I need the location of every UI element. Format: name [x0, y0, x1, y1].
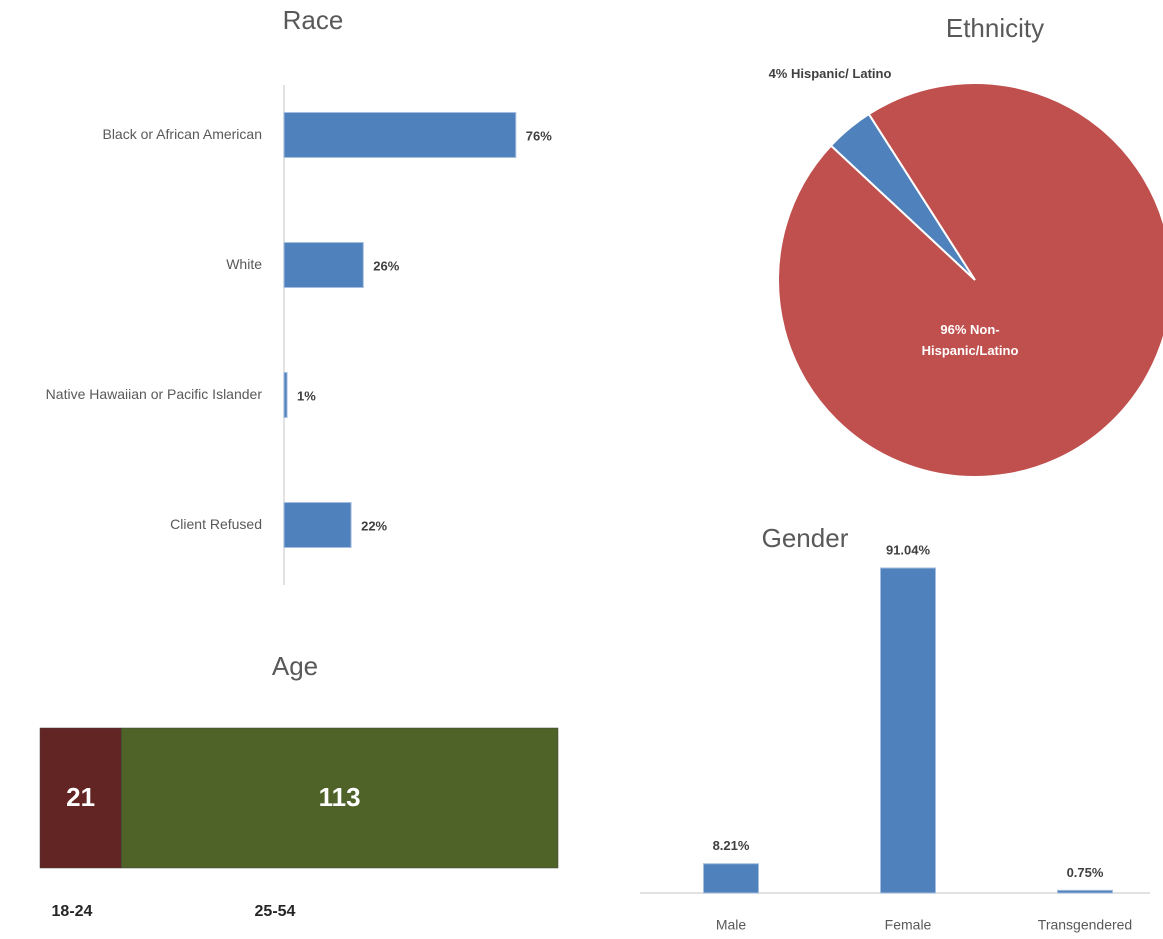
value-label: 8.21%: [713, 838, 750, 853]
chart-title: Race: [283, 5, 344, 35]
category-label: White: [226, 256, 262, 273]
x-tick-label: Male: [716, 917, 747, 933]
bar: [283, 112, 517, 158]
bar: [283, 372, 288, 418]
legend-label: 18-24: [52, 903, 93, 920]
legend-label: 25-54: [255, 903, 296, 920]
bar-segment: [120, 727, 559, 869]
value-label: 1%: [297, 388, 316, 403]
value-label: 76%: [526, 128, 552, 143]
bar: [1057, 889, 1113, 894]
bar: [703, 863, 759, 894]
value-label: 91.04%: [886, 542, 931, 557]
slice-value: 4%: [768, 66, 788, 81]
category-label-box: Black or African American: [102, 126, 262, 143]
value-label: 26%: [373, 258, 399, 273]
bar-segment: [39, 727, 122, 869]
slice-value: 96%: [940, 322, 967, 337]
category-label-box: White: [226, 256, 262, 273]
category-label: Black or African American: [102, 126, 262, 143]
slice-label: 4% Hispanic/ Latino: [700, 64, 960, 85]
bar: [880, 567, 936, 894]
chart-title: Ethnicity: [946, 13, 1044, 43]
category-label: Native Hawaiian or Pacific Islander: [45, 386, 262, 403]
chart-title: Gender: [762, 523, 849, 553]
x-tick-label: Transgendered: [1038, 917, 1132, 933]
value-label: 113: [319, 782, 361, 812]
value-label: 22%: [361, 518, 387, 533]
slice-label: 96% Non-Hispanic/Latino: [900, 320, 1040, 362]
slice-category: Hispanic/ Latino: [791, 66, 892, 81]
value-label: 0.75%: [1067, 865, 1104, 880]
bar: [283, 242, 364, 288]
pie-slice: [777, 82, 1163, 478]
bar: [283, 502, 352, 548]
category-label-box: Native Hawaiian or Pacific Islander: [45, 386, 262, 403]
slice-category: Non-Hispanic/Latino: [921, 322, 1019, 358]
chart-title: Age: [272, 651, 318, 681]
category-label-box: Client Refused: [170, 516, 262, 533]
value-label: 21: [66, 782, 95, 812]
slice-label-box: 4% Hispanic/ Latino: [700, 64, 960, 85]
slice-label-box: 96% Non-Hispanic/Latino: [900, 320, 1040, 362]
x-tick-label: Female: [885, 917, 932, 933]
category-label: Client Refused: [170, 516, 262, 533]
